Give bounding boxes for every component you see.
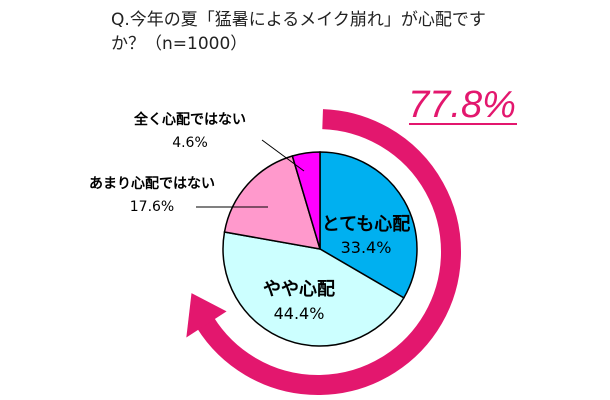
highlight-arrow [186, 109, 461, 395]
slice-value-4: 4.6% [172, 135, 208, 151]
pie-slice-2 [222, 231, 405, 347]
chart-title: Q.今年の夏「猛暑によるメイク崩れ」が心配ですか？（n=1000） [111, 10, 486, 54]
slice-label-3: あまり心配ではない [89, 176, 215, 192]
leader-line-4 [261, 139, 305, 172]
slice-value-2: 44.4% [274, 304, 325, 323]
slice-value-1: 33.4% [341, 238, 392, 257]
slice-value-3: 17.6% [130, 199, 174, 215]
pie-slice-3 [223, 155, 322, 250]
slice-label-2: やや心配 [263, 279, 335, 300]
pie-slice-1 [319, 151, 418, 299]
highlight-percentage: 77.8% [408, 84, 516, 126]
slice-label-1: とても心配 [322, 214, 411, 235]
slice-label-4: 全く心配ではない [133, 111, 246, 128]
pie-slice-4 [291, 151, 321, 250]
